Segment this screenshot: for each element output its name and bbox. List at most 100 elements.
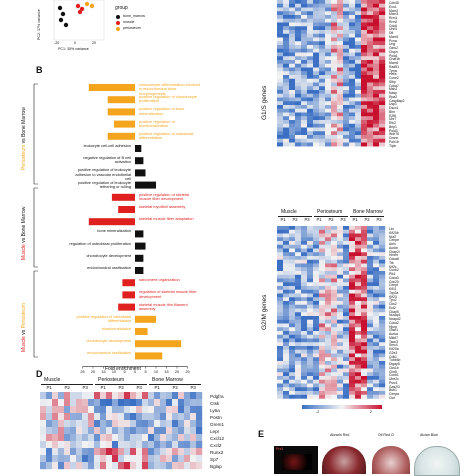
heat-g2m-cell xyxy=(349,297,356,302)
heat-g2m-cell xyxy=(319,304,326,309)
heat-g1s-cell xyxy=(379,11,386,16)
heat-g2m-cell xyxy=(277,361,284,365)
heat-g1s-cell xyxy=(373,86,380,91)
heat-g2m-cell xyxy=(343,376,350,380)
heat-g2m-cell xyxy=(319,334,326,339)
heat-g2m-cell xyxy=(301,368,308,373)
column-sub-3: P1 xyxy=(100,384,106,390)
heat-g2m-cell xyxy=(355,297,362,302)
heat-g2m-cell xyxy=(277,394,284,399)
heat-d-cell xyxy=(118,434,125,442)
heat-g2m-cell xyxy=(343,379,350,384)
heat-g2m-cell xyxy=(373,286,380,290)
heat-g2m-cell xyxy=(313,256,320,260)
heat-g1s-cell xyxy=(355,67,362,72)
heat-d-cell xyxy=(190,434,197,442)
heat-g1s-cell xyxy=(343,112,350,117)
heat-d-cell xyxy=(76,392,83,400)
heat-g2m-cell xyxy=(307,233,314,238)
heat-g2m-cell xyxy=(367,286,374,290)
heat-g2m-cell xyxy=(295,361,302,365)
heat-d-cell xyxy=(172,427,179,435)
heat-g2m-cell xyxy=(319,244,326,249)
gene-label: Gas2l3 xyxy=(389,384,400,389)
heat-g2m-cell xyxy=(319,353,326,358)
heat-g2m-cell xyxy=(331,372,338,377)
heat-d-cell xyxy=(196,427,203,435)
heat-g1s-cell xyxy=(361,41,368,46)
heat-g1s-cell xyxy=(367,123,374,128)
go-bar-5 xyxy=(135,145,142,152)
heat-g2m-cell xyxy=(319,346,326,350)
heat-g1s-cell xyxy=(355,18,362,23)
heat-g1s-cell xyxy=(355,131,362,136)
heat-d-cell xyxy=(94,441,101,449)
heat-g2m-cell xyxy=(277,304,284,309)
heat-g2m-cell xyxy=(367,301,374,305)
heat-d-cell xyxy=(76,420,83,428)
heat-g2m-cell xyxy=(355,289,362,294)
heat-g1s-cell xyxy=(295,56,302,61)
heat-g2m-cell xyxy=(367,327,374,332)
heat-g2m-cell xyxy=(313,368,320,373)
heat-g1s-cell xyxy=(295,30,302,34)
heat-g2m-cell xyxy=(373,226,380,230)
panel-d-label: D xyxy=(36,369,43,379)
heat-g1s-cell xyxy=(277,142,284,147)
heat-g1s-cell xyxy=(349,120,356,124)
heat-g2m-cell xyxy=(367,289,374,294)
heat-g1s-cell xyxy=(373,3,380,8)
heat-g1s-cell xyxy=(277,101,284,106)
heat-d-cell xyxy=(106,406,113,414)
heat-g1s-cell xyxy=(307,131,314,136)
heat-g2m-cell xyxy=(277,353,284,358)
heat-g2m-cell xyxy=(289,282,296,287)
g1s-gene-list: Cdc45 Exo1 Mcm2 Mcm3 Rrm1 Rrm2 Cdc6 Uhrf1 Dtl Mcm… xyxy=(389,1,404,148)
heat-g2m-cell xyxy=(361,256,368,260)
heat-g1s-cell xyxy=(283,63,290,68)
heat-d-cell xyxy=(160,399,167,407)
gene-label: Lbr xyxy=(389,227,394,231)
heat-g2m-cell xyxy=(301,233,308,238)
heat-g1s-cell xyxy=(325,67,332,72)
gene-label: Mcm2 xyxy=(389,8,399,13)
heat-g2m-cell xyxy=(343,361,350,365)
heat-g1s-cell xyxy=(313,97,320,102)
heat-d-cell xyxy=(52,462,59,470)
heat-g1s-cell xyxy=(319,48,326,53)
heat-g2m-cell xyxy=(373,372,380,377)
heat-g1s-cell xyxy=(349,86,356,91)
heat-g1s-cell xyxy=(325,108,332,113)
heat-g2m-cell xyxy=(373,387,380,392)
heat-g1s-cell xyxy=(361,18,368,23)
heat-d-cell xyxy=(190,427,197,435)
heat-g1s-cell xyxy=(361,11,368,16)
heat-g2m-cell xyxy=(301,353,308,358)
go-bar-6 xyxy=(135,157,144,165)
heat-d-cell xyxy=(154,413,161,421)
heat-g2m-cell xyxy=(325,368,332,373)
heat-g1s-cell xyxy=(337,7,344,12)
heat-g1s-cell xyxy=(379,71,386,76)
heat-g1s-cell xyxy=(313,116,320,121)
heat-d-cell xyxy=(118,413,125,421)
heat-g2m-cell xyxy=(379,237,386,242)
go-term-11: skeletal muscle fiber adaptation xyxy=(139,216,194,222)
heat-g1s-cell xyxy=(355,11,362,16)
gene-label: Bglap xyxy=(210,464,222,469)
heat-g1s-cell xyxy=(343,93,350,98)
heat-g2m-cell xyxy=(355,316,362,320)
heat-g2m-cell xyxy=(283,256,290,260)
heat-g2m-cell xyxy=(373,282,380,287)
heat-g1s-cell xyxy=(349,75,356,79)
heat-g2m-cell xyxy=(349,346,356,350)
heat-g1s-cell xyxy=(313,56,320,61)
heat-g1s-cell xyxy=(289,48,296,53)
heat-d-cell xyxy=(88,441,95,449)
heat-d-cell xyxy=(100,413,107,421)
heat-g2m-cell xyxy=(355,241,362,245)
g1s-heatmap xyxy=(277,0,386,147)
column-sub-8: P3 xyxy=(190,384,196,390)
heat-g2m-cell xyxy=(367,226,374,230)
heat-g1s-cell xyxy=(373,41,380,46)
